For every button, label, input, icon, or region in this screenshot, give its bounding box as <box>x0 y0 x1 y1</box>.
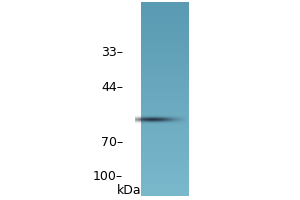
Text: 100–: 100– <box>93 170 123 184</box>
Text: 70–: 70– <box>101 137 123 150</box>
Text: 33–: 33– <box>101 46 123 60</box>
Text: kDa: kDa <box>117 184 141 198</box>
Text: 44–: 44– <box>101 81 123 94</box>
